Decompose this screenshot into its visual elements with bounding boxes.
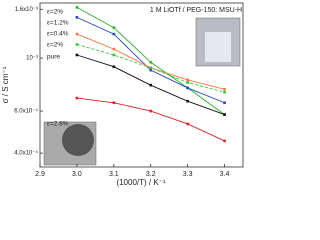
x-axis-title: (1000/T) / K⁻¹ (116, 178, 165, 187)
y-tick-label: 1.6x10⁻³ (15, 7, 38, 13)
series-label: ε=2% (47, 42, 63, 49)
data-point (149, 83, 153, 87)
y-tick-label: 6.0x10⁻⁴ (14, 108, 38, 115)
x-tick-label: 3.4 (220, 171, 230, 178)
data-point (75, 96, 79, 100)
x-tick-label: 3.3 (183, 171, 193, 178)
data-point (112, 32, 116, 36)
data-point (223, 88, 226, 91)
data-point (75, 32, 79, 36)
data-point (112, 47, 116, 51)
data-point (186, 99, 189, 103)
x-tick-label: 3.0 (72, 171, 82, 178)
inset-vial (205, 32, 231, 62)
x-tick-label: 3.1 (109, 171, 119, 178)
series-label: ε=0.4% (47, 31, 69, 38)
annotation: 1 M LiOTf / PEG-150: MSU-H (150, 7, 242, 14)
data-point (75, 53, 79, 57)
y-tick-label: 4.0x10⁻⁴ (14, 150, 38, 157)
series-label: pure (47, 54, 60, 61)
data-point (149, 109, 153, 113)
data-point (223, 101, 226, 105)
inset-particle (62, 124, 94, 156)
y-axis-title: σ / S cm⁻¹ (1, 66, 10, 103)
data-point (223, 139, 226, 143)
data-point (75, 6, 79, 9)
chart: 1 M LiOTf / PEG-150: MSU-H (1000/T) / K⁻… (1, 2, 244, 187)
data-point (149, 60, 153, 64)
y-tick-label: 10⁻³ (26, 56, 38, 62)
series-label: ε=1.2% (47, 20, 69, 27)
data-point (112, 26, 116, 29)
data-point (186, 81, 189, 84)
x-tick-label: 2.9 (35, 171, 45, 178)
data-point (223, 90, 226, 94)
data-point (75, 16, 79, 19)
annotation-box (150, 4, 242, 15)
data-point (186, 86, 189, 90)
data-point (186, 78, 189, 82)
data-point (75, 43, 79, 46)
data-point (149, 66, 153, 70)
data-point (223, 113, 226, 116)
data-point (186, 122, 189, 126)
series-label: ε=2% (47, 9, 63, 16)
data-point (112, 101, 116, 105)
data-point (112, 65, 116, 69)
series-label: ε=2.8% (47, 121, 69, 128)
data-point (112, 53, 116, 57)
x-tick-label: 3.2 (146, 171, 156, 178)
data-point (149, 68, 153, 72)
